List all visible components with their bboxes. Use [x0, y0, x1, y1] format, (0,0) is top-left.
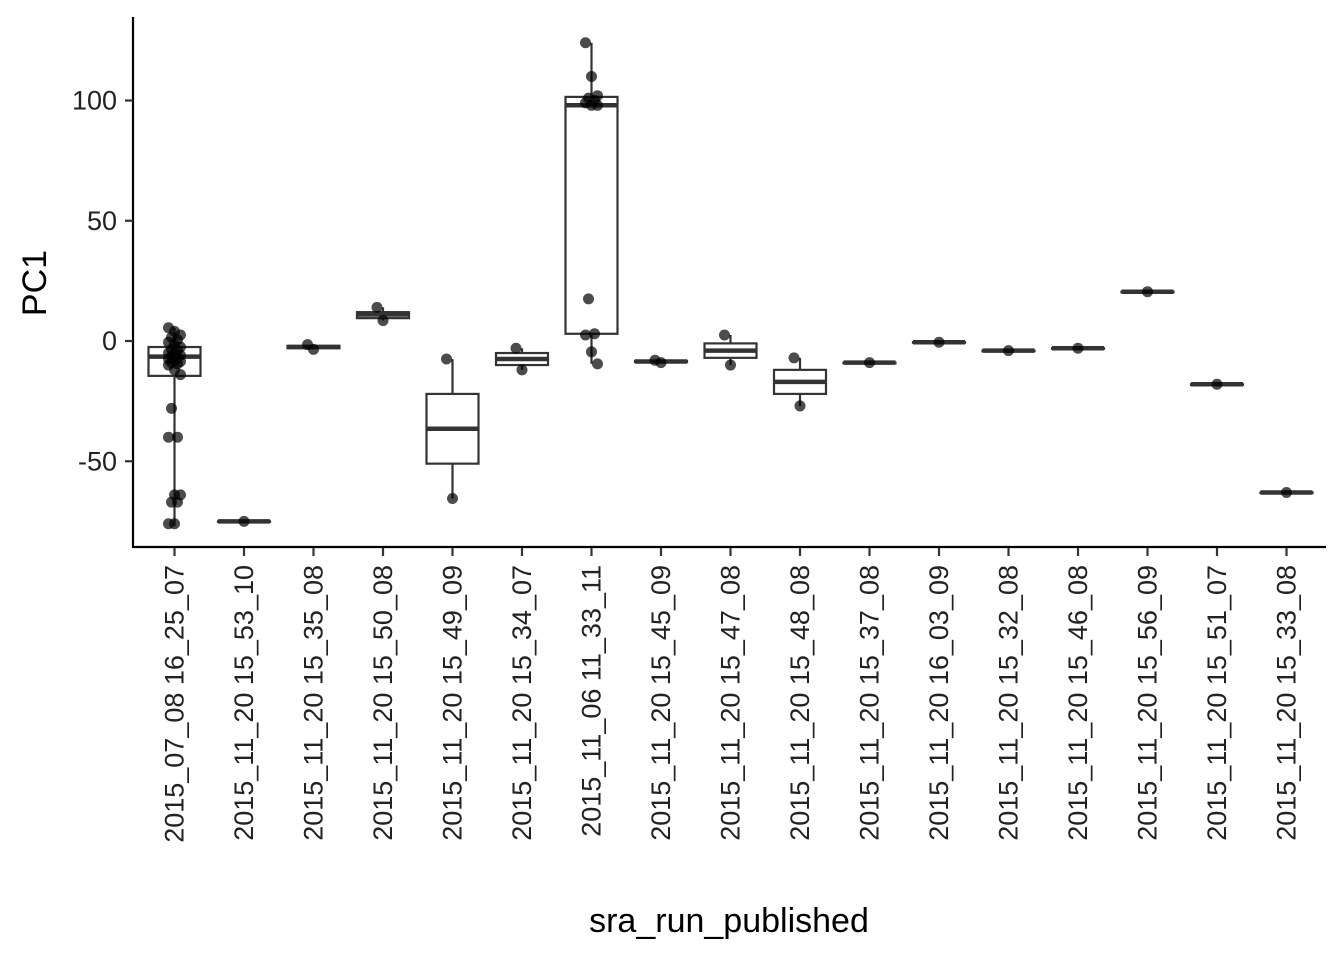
x-tick-label: 2015_11_06 11_33_11: [577, 565, 607, 837]
data-point: [175, 369, 186, 381]
x-axis: 2015_07_08 16_25_07 2015_11_20 15_53_10 20…: [160, 548, 1302, 843]
data-point: [1281, 487, 1292, 499]
data-point: [169, 518, 180, 530]
x-tick-label: 2015_11_20 15_45_09: [646, 565, 676, 841]
x-tick-label: 2015_11_20 15_34_07: [507, 565, 537, 841]
data-point: [447, 493, 458, 505]
box-group: [1120, 286, 1175, 298]
data-point: [586, 70, 597, 82]
x-tick-label: 2015_11_20 15_48_08: [785, 565, 815, 841]
x-tick-label: 2015_11_20 15_47_08: [716, 565, 746, 841]
box-group: [703, 329, 758, 371]
data-point: [163, 431, 174, 443]
data-point: [589, 328, 600, 340]
data-point: [655, 357, 667, 369]
data-point: [308, 343, 319, 355]
data-point: [725, 359, 736, 371]
box-group: [355, 301, 411, 327]
data-point: [580, 37, 591, 49]
box-group: [564, 37, 619, 370]
x-tick-label: 2015_11_20 15_35_08: [299, 565, 329, 841]
box-group: [1050, 342, 1106, 354]
y-axis-title: PC1: [16, 250, 54, 316]
y-tick-label: 50: [87, 206, 117, 236]
data-point: [441, 353, 452, 365]
data-point: [586, 346, 597, 358]
box-group: [911, 336, 967, 348]
x-tick-label: 2015_11_20 15_53_10: [229, 565, 259, 841]
data-point: [788, 352, 800, 364]
box-group: [425, 353, 480, 505]
data-point: [238, 515, 250, 527]
data-point: [864, 357, 875, 369]
data-point: [592, 358, 603, 370]
x-tick-label: 2015_11_20 15_49_09: [438, 565, 468, 841]
data-point: [166, 402, 177, 414]
data-point: [592, 99, 603, 111]
data-point: [516, 364, 528, 376]
plot-marks: [147, 37, 1314, 530]
x-tick-label: 2015_11_20 16_03_09: [924, 565, 954, 841]
x-axis-title: sra_run_published: [589, 902, 869, 940]
box-group: [772, 352, 828, 412]
x-tick-label: 2015_07_08 16_25_07: [160, 565, 190, 843]
data-point: [583, 293, 594, 305]
data-point: [371, 301, 383, 313]
x-tick-label: 2015_11_20 15_32_08: [994, 565, 1024, 841]
y-axis: -50 0 50 100: [72, 86, 133, 476]
box-group: [842, 357, 897, 369]
y-tick-label: -50: [78, 446, 117, 476]
data-point: [1211, 378, 1223, 390]
box-group: [1259, 487, 1314, 499]
box-group: [1189, 378, 1245, 390]
box-group: [494, 342, 550, 376]
data-point: [794, 400, 806, 412]
y-tick-label: 0: [102, 326, 117, 356]
data-point: [933, 336, 945, 348]
box-group: [216, 515, 272, 527]
box-group: [981, 345, 1036, 357]
x-tick-label: 2015_11_20 15_37_08: [855, 565, 885, 841]
x-tick-label: 2015_11_20 15_46_08: [1063, 565, 1093, 841]
data-point: [1072, 342, 1084, 354]
data-point: [377, 315, 389, 327]
data-point: [172, 431, 183, 443]
data-point: [1142, 286, 1153, 298]
box-group: [147, 322, 202, 530]
box-group: [286, 339, 341, 355]
x-tick-label: 2015_11_20 15_33_08: [1272, 565, 1302, 841]
data-point: [172, 496, 183, 508]
data-point: [580, 329, 591, 341]
data-point: [1003, 345, 1014, 357]
y-tick-label: 100: [72, 86, 117, 116]
x-tick-label: 2015_11_20 15_56_09: [1133, 565, 1163, 841]
data-point: [719, 329, 730, 341]
x-tick-label: 2015_11_20 15_51_07: [1202, 565, 1232, 841]
x-tick-label: 2015_11_20 15_50_08: [368, 565, 398, 841]
data-point: [510, 342, 522, 354]
box-group: [633, 354, 689, 369]
